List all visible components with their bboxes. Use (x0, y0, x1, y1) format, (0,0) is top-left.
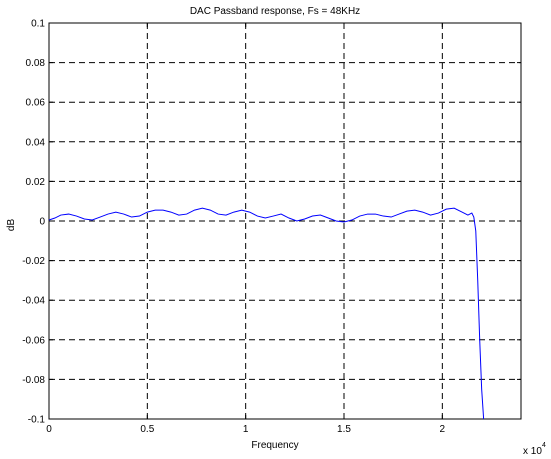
y-tick-label: -0.08 (22, 375, 45, 386)
y-tick-label: -0.04 (22, 296, 45, 307)
x-multiplier-base: x 10 (523, 446, 542, 457)
series-line-passband (48, 207, 485, 420)
x-tick-label: 2 (440, 424, 446, 435)
x-tick-label: 0.5 (140, 424, 154, 435)
y-tick-label: 0.1 (31, 19, 45, 30)
chart-title: DAC Passband response, Fs = 48KHz (190, 6, 360, 17)
x-axis-multiplier: x 10 4 (523, 442, 546, 457)
y-axis-label: dB (6, 219, 17, 232)
y-tick-label: 0.06 (26, 98, 46, 109)
y-tick-label: -0.02 (22, 256, 45, 267)
y-axis-tick-labels: -0.1 -0.08 -0.06 -0.04 -0.02 0 0.02 0.04 0.06 0.0… (22, 19, 45, 426)
y-tick-label: 0.04 (26, 137, 46, 148)
x-tick-label: 1 (243, 424, 249, 435)
y-tick-label: 0.02 (26, 177, 46, 188)
y-tick-label: -0.06 (22, 335, 45, 346)
x-axis-tick-labels: 0 0.5 1 1.5 2 (46, 424, 445, 435)
x-axis-label: Frequency (251, 440, 298, 451)
x-tick-label: 1.5 (337, 424, 351, 435)
y-tick-label: 0.08 (26, 58, 46, 69)
y-tick-label: -0.1 (28, 415, 46, 426)
tick-marks (48, 22, 521, 420)
x-multiplier-exponent: 4 (542, 442, 546, 449)
x-tick-label: 0 (46, 424, 52, 435)
y-tick-label: 0 (39, 217, 45, 228)
grid-lines (49, 23, 521, 419)
